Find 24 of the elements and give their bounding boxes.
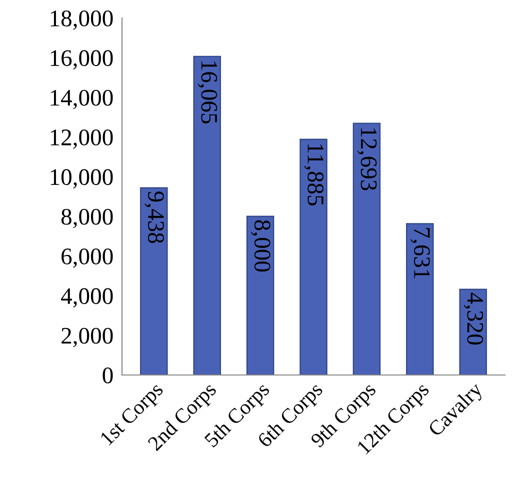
y-tick-label: 8,000 [61,208,113,228]
data-label: 9,438 [144,192,164,244]
y-tick-label: 18,000 [50,10,113,30]
data-label: 16,065 [198,61,218,124]
y-tick-label: 0 [102,367,113,384]
bar [193,56,221,375]
y-tick-label: 10,000 [50,169,113,188]
y-tick-label: 14,000 [50,90,113,110]
bar [246,216,274,375]
data-label: 7,631 [410,228,430,278]
data-label: 11,885 [304,144,324,206]
y-tick-label: 2,000 [62,328,113,348]
data-label: 12,693 [357,128,377,190]
bar [300,138,328,375]
bar [140,187,168,375]
y-tick-label: 12,000 [50,129,113,149]
y-tick-label: 6,000 [62,248,113,268]
bar [459,288,487,375]
bar [352,122,381,375]
y-tick-label: 16,000 [50,50,113,70]
bar [406,223,434,375]
data-label: 8,000 [251,220,270,272]
y-tick-label: 4,000 [61,288,113,308]
data-label: 4,320 [464,292,484,345]
